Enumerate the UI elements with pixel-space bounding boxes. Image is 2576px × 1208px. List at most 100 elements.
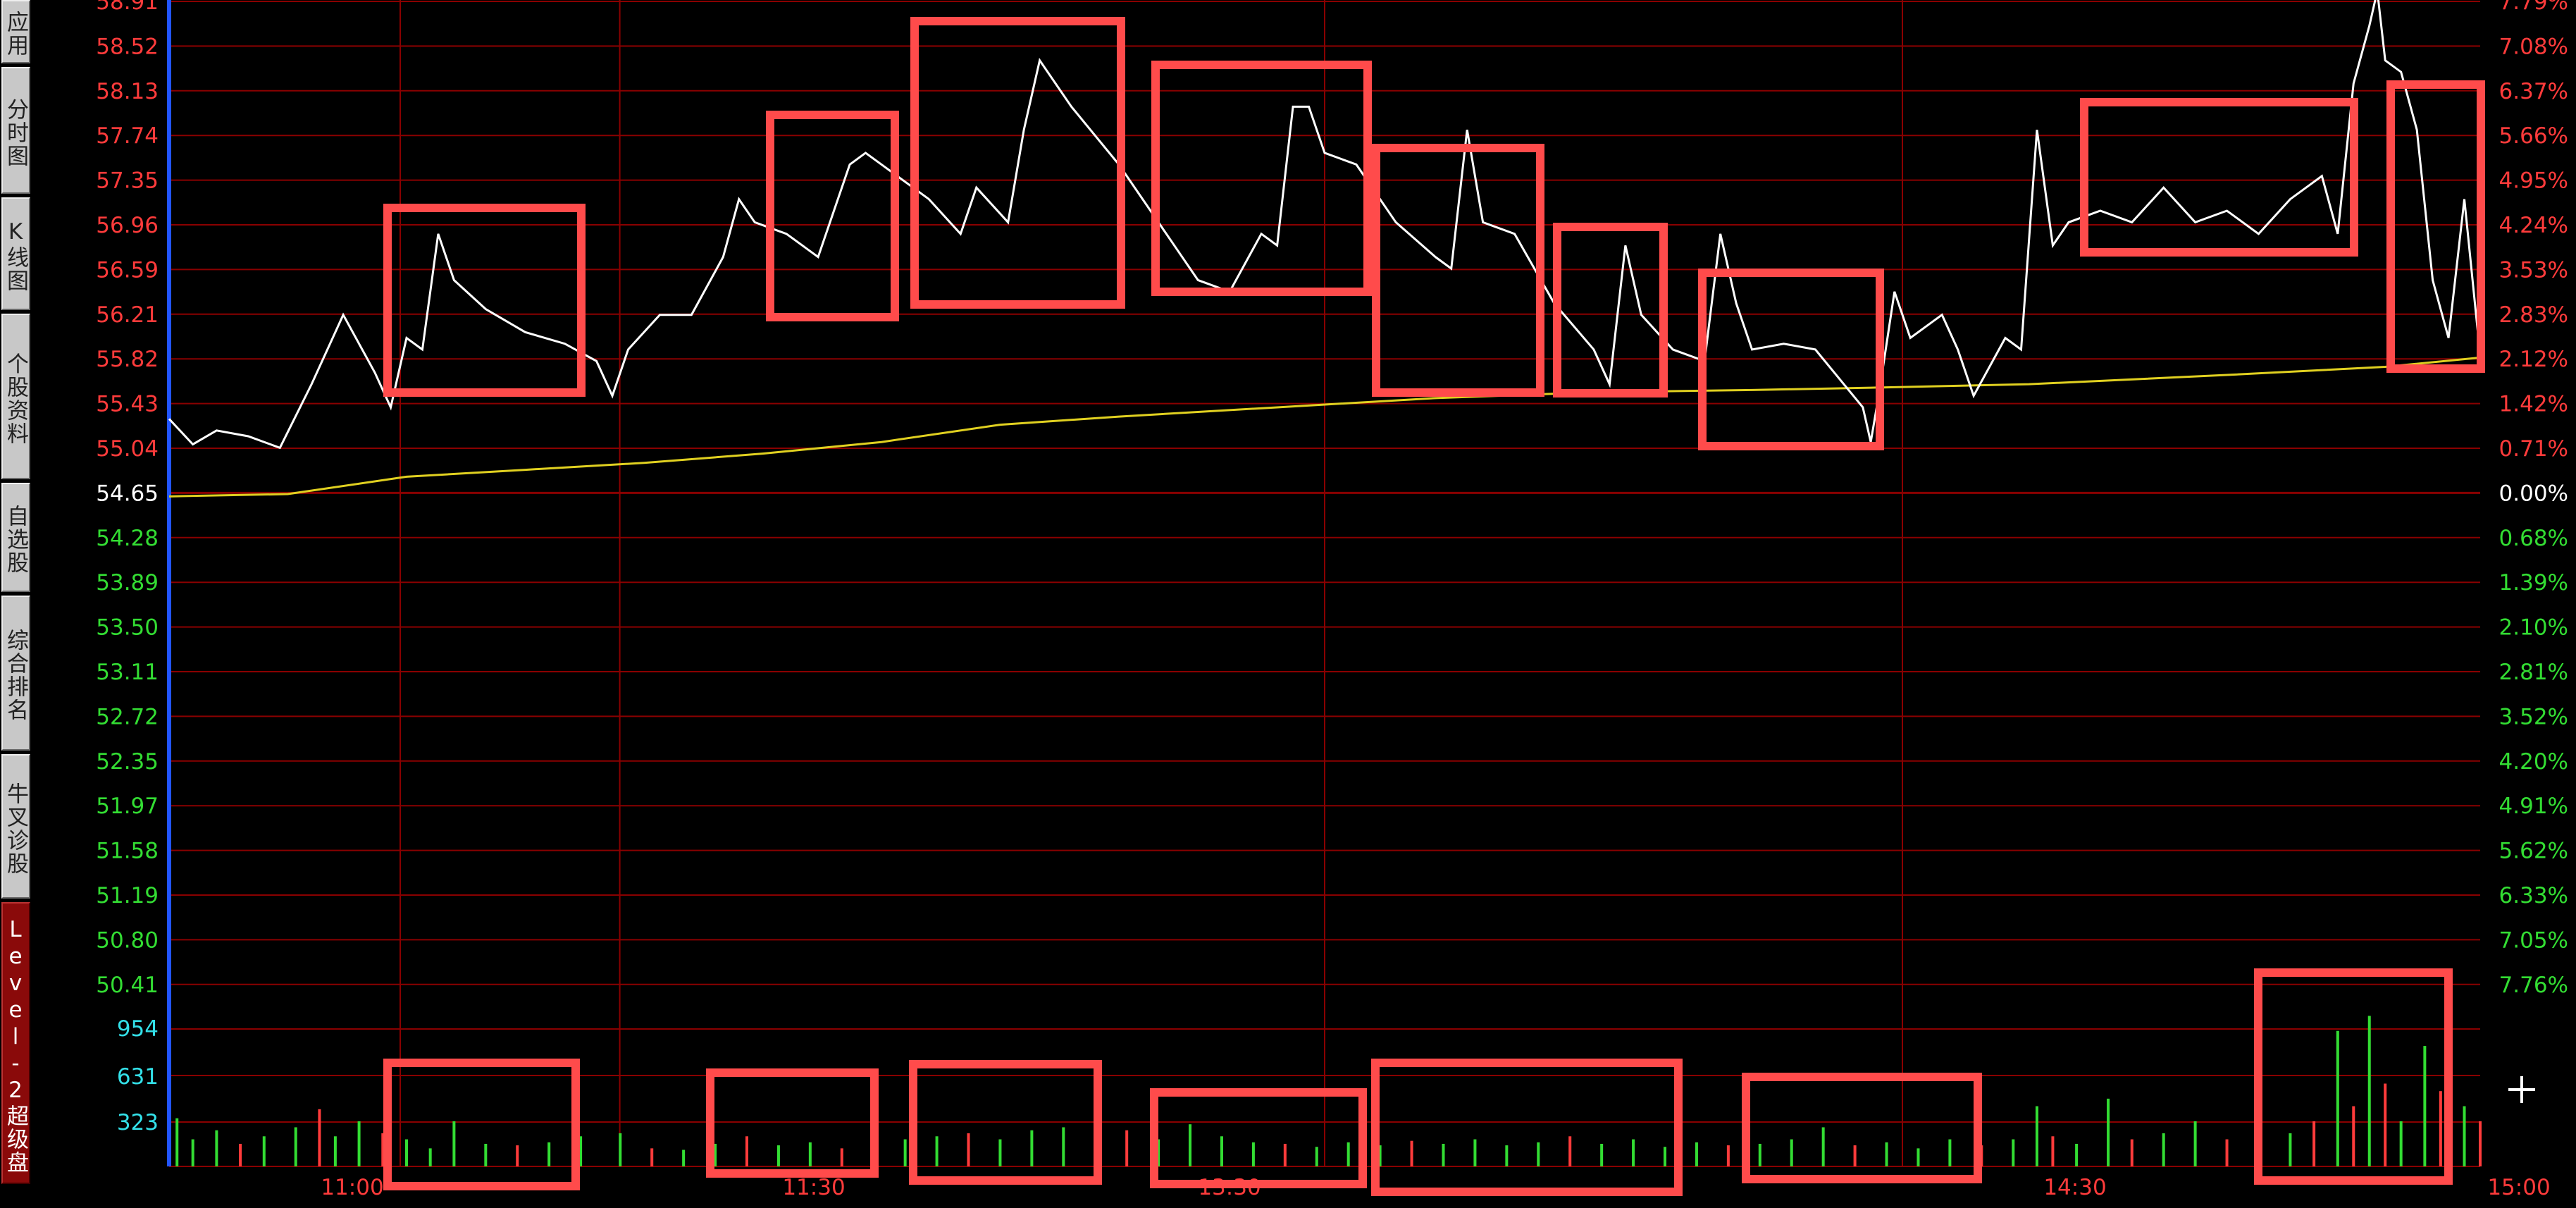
highlight-box [1371,1059,1683,1196]
volume-bar [1632,1139,1635,1166]
pct-tick-label: 7.05% [2499,927,2568,953]
volume-bar [1948,1139,1952,1166]
volume-bar [776,1145,780,1166]
volume-bar [2035,1106,2038,1166]
volume-tick-label: 323 [117,1110,159,1135]
volume-bar [650,1148,654,1166]
price-tick-label: 51.97 [96,794,159,819]
volume-bar [2130,1139,2134,1166]
volume-bar [428,1148,432,1166]
volume-tick-label: 954 [117,1016,159,1042]
volume-bar [1758,1143,1761,1166]
price-tick-label: 53.50 [96,615,159,641]
pct-tick-label: 0.00% [2499,481,2568,506]
volume-bar [1537,1142,1540,1166]
time-axis-label: 14:30 [2043,1175,2106,1200]
price-tick-label: 58.91 [96,0,159,15]
price-tick-label: 53.89 [96,570,159,596]
volume-bar [1885,1142,1888,1166]
price-tick-label: 56.59 [96,257,159,283]
pct-tick-label: 4.91% [2499,794,2568,819]
volume-bar [1251,1142,1255,1166]
pct-tick-label: 3.53% [2499,257,2568,283]
volume-bar [1157,1139,1160,1166]
pct-tick-label: 6.33% [2499,883,2568,908]
sidebar-tab-7[interactable]: Level-2超级盘口 [0,902,30,1184]
volume-bar [579,1136,583,1166]
sidebar-tab-4[interactable]: 自选股 [1,483,30,592]
highlight-box [383,204,586,397]
volume-bar [318,1109,321,1166]
highlight-box [1742,1073,1982,1183]
volume-bar [903,1139,907,1166]
volume-bar [484,1143,488,1166]
volume-bar [381,1133,385,1166]
price-tick-label: 54.28 [96,526,159,551]
pct-tick-label: 2.83% [2499,302,2568,328]
price-tick-label: 54.65 [96,481,159,506]
highlight-box [1553,223,1668,397]
volume-bar [215,1130,218,1166]
volume-bar [1916,1148,1920,1166]
highlight-box [1372,144,1544,397]
volume-bar [452,1121,456,1166]
volume-bar [1821,1127,1825,1166]
price-tick-label: 52.35 [96,749,159,775]
sidebar-tab-5[interactable]: 综合排名 [1,596,30,751]
volume-bar [998,1139,1002,1166]
pct-tick-label: 1.42% [2499,392,2568,417]
pct-tick-label: 2.12% [2499,347,2568,372]
price-tick-label: 58.13 [96,79,159,104]
price-line [168,0,2482,450]
volume-bar [808,1142,812,1166]
pct-tick-label: 7.08% [2499,34,2568,59]
price-tick-label: 56.21 [96,302,159,328]
price-tick-label: 51.58 [96,839,159,864]
highlight-box [766,111,899,321]
volume-bar [2107,1098,2110,1166]
highlight-box [2080,98,2358,257]
pct-tick-label: 6.37% [2499,79,2568,104]
highlight-box [909,1060,1102,1185]
volume-bar [1315,1147,1318,1166]
volume-bar [2367,1016,2371,1166]
pct-tick-label: 4.20% [2499,749,2568,775]
volume-bar [745,1136,748,1166]
price-tick-label: 55.82 [96,347,159,372]
volume-bar [1378,1145,1382,1166]
volume-bar [2423,1046,2427,1166]
sidebar-tab-6[interactable]: 牛叉诊股 [1,754,30,899]
highlight-box [706,1068,879,1178]
volume-bar [294,1127,297,1166]
volume-bar [1410,1140,1413,1166]
sidebar-tab-3[interactable]: 个股资料 [1,314,30,479]
volume-bar [1505,1145,1509,1166]
volume-bar [2352,1106,2355,1166]
pct-tick-label: 0.71% [2499,436,2568,462]
volume-bar [2075,1143,2079,1166]
volume-bar [1062,1127,1065,1166]
volume-bar [2439,1091,2442,1166]
pct-tick-label: 3.52% [2499,704,2568,729]
volume-bar [547,1142,551,1166]
volume-bar [2312,1121,2316,1166]
volume-bar [935,1136,939,1166]
volume-bar [1790,1139,1793,1166]
volume-bar [516,1145,519,1166]
sidebar-tab-2[interactable]: K线图 [1,197,30,310]
volume-bar [619,1133,622,1166]
sidebar-tab-1[interactable]: 分时图 [1,67,30,194]
pct-tick-label: 4.95% [2499,168,2568,194]
volume-bar [1695,1142,1698,1166]
pct-tick-label: 2.10% [2499,615,2568,641]
price-tick-label: 57.35 [96,168,159,194]
volume-bar [1664,1147,1667,1166]
volume-bar [1346,1142,1350,1166]
volume-bar [191,1139,194,1166]
price-tick-label: 53.11 [96,660,159,685]
volume-bar [2479,1121,2482,1166]
sidebar-tab-0[interactable]: 应用 [1,0,30,63]
price-tick-label: 55.04 [96,436,159,462]
pct-tick-label: 2.81% [2499,660,2568,685]
